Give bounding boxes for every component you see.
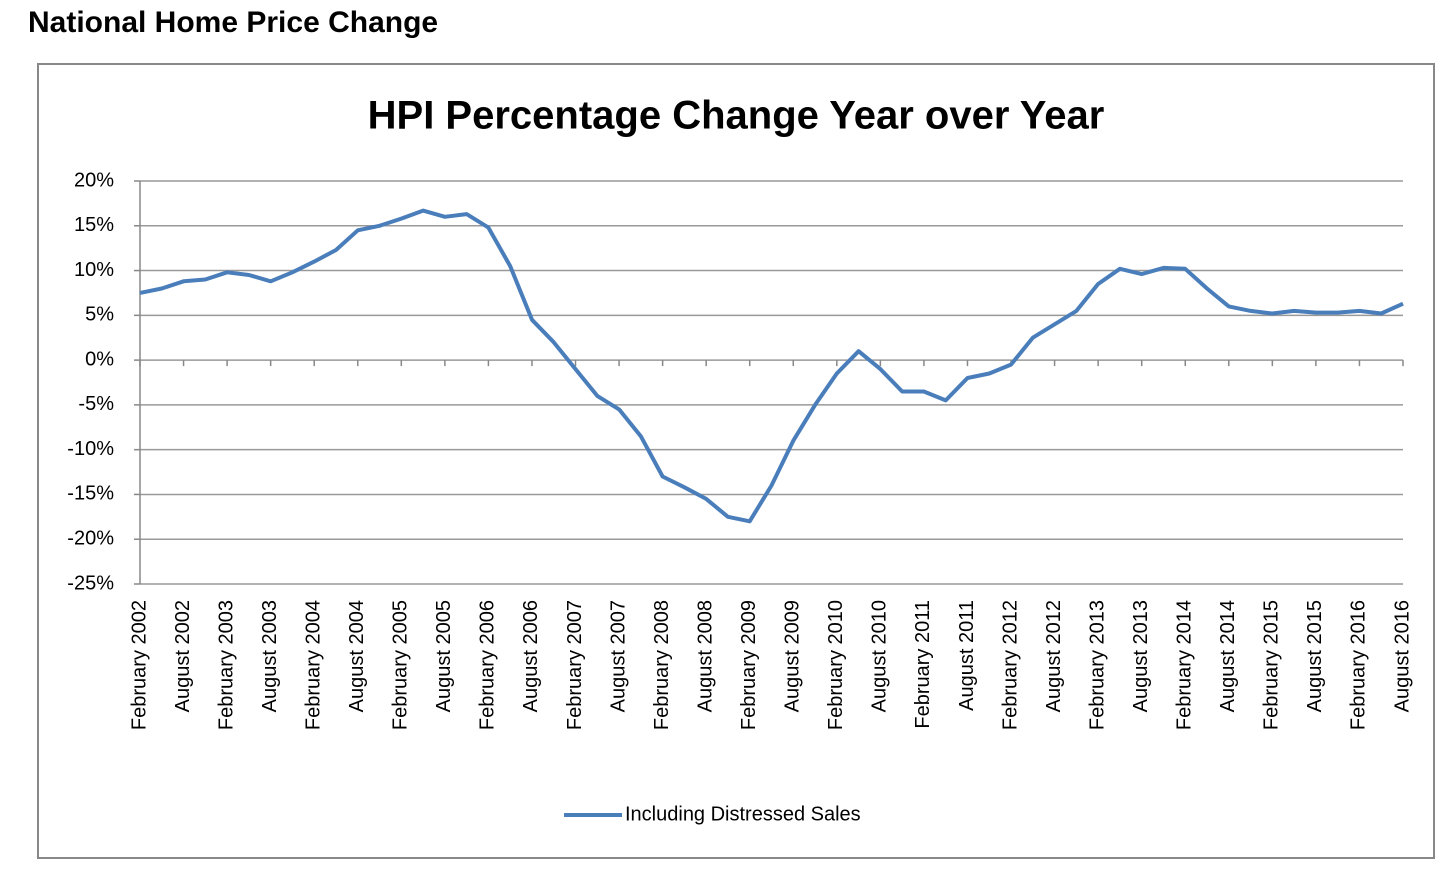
- x-tick-label: August 2010: [869, 600, 891, 712]
- x-tick-label: February 2012: [999, 600, 1021, 730]
- x-tick-label: August 2008: [694, 600, 716, 712]
- y-tick-label: 0%: [85, 348, 114, 370]
- y-tick-label: -25%: [67, 572, 114, 594]
- y-tick-label: 15%: [74, 214, 114, 236]
- x-tick-label: August 2013: [1130, 600, 1152, 712]
- x-tick-label: February 2016: [1348, 600, 1370, 730]
- x-tick-label: February 2013: [1086, 600, 1108, 730]
- y-tick-label: 5%: [85, 304, 114, 326]
- x-tick-label: August 2007: [607, 600, 629, 712]
- x-tick-label: February 2003: [215, 600, 237, 730]
- y-tick-label: -15%: [67, 483, 114, 505]
- x-tick-label: August 2002: [172, 600, 194, 712]
- page-heading: National Home Price Change: [28, 6, 438, 39]
- x-tick-label: August 2016: [1391, 600, 1413, 712]
- x-tick-label: August 2011: [956, 600, 978, 711]
- x-tick-label: February 2004: [302, 600, 324, 730]
- data-line: [139, 208, 1404, 524]
- y-tick-label: 10%: [74, 259, 114, 281]
- y-tick-label: 20%: [74, 169, 114, 191]
- x-tick-label: August 2004: [346, 600, 368, 712]
- x-tick-label: February 2015: [1261, 600, 1283, 730]
- x-tick-label: February 2008: [651, 600, 673, 730]
- x-tick-label: February 2009: [738, 600, 760, 730]
- y-tick-label: -5%: [78, 393, 114, 415]
- x-tick-label: August 2015: [1304, 600, 1326, 712]
- legend-label: Including Distressed Sales: [625, 803, 861, 825]
- y-tick-label: -10%: [67, 438, 114, 460]
- x-tick-label: February 2002: [128, 600, 150, 730]
- x-tick-label: August 2005: [433, 600, 455, 712]
- x-tick-label: February 2007: [564, 600, 586, 730]
- chart-frame: [37, 63, 1435, 859]
- x-tick-label: August 2006: [520, 600, 542, 712]
- x-tick-label: August 2003: [259, 600, 281, 712]
- x-tick-label: February 2005: [390, 600, 412, 730]
- x-tick-label: February 2006: [477, 600, 499, 730]
- y-tick-label: -20%: [67, 528, 114, 550]
- x-tick-label: August 2014: [1217, 600, 1239, 712]
- x-tick-label: February 2010: [825, 600, 847, 730]
- chart-title: HPI Percentage Change Year over Year: [368, 94, 1105, 138]
- x-tick-label: August 2009: [782, 600, 804, 712]
- x-tick-label: August 2012: [1043, 600, 1065, 712]
- x-tick-label: February 2014: [1174, 600, 1196, 730]
- x-tick-label: February 2011: [912, 600, 934, 729]
